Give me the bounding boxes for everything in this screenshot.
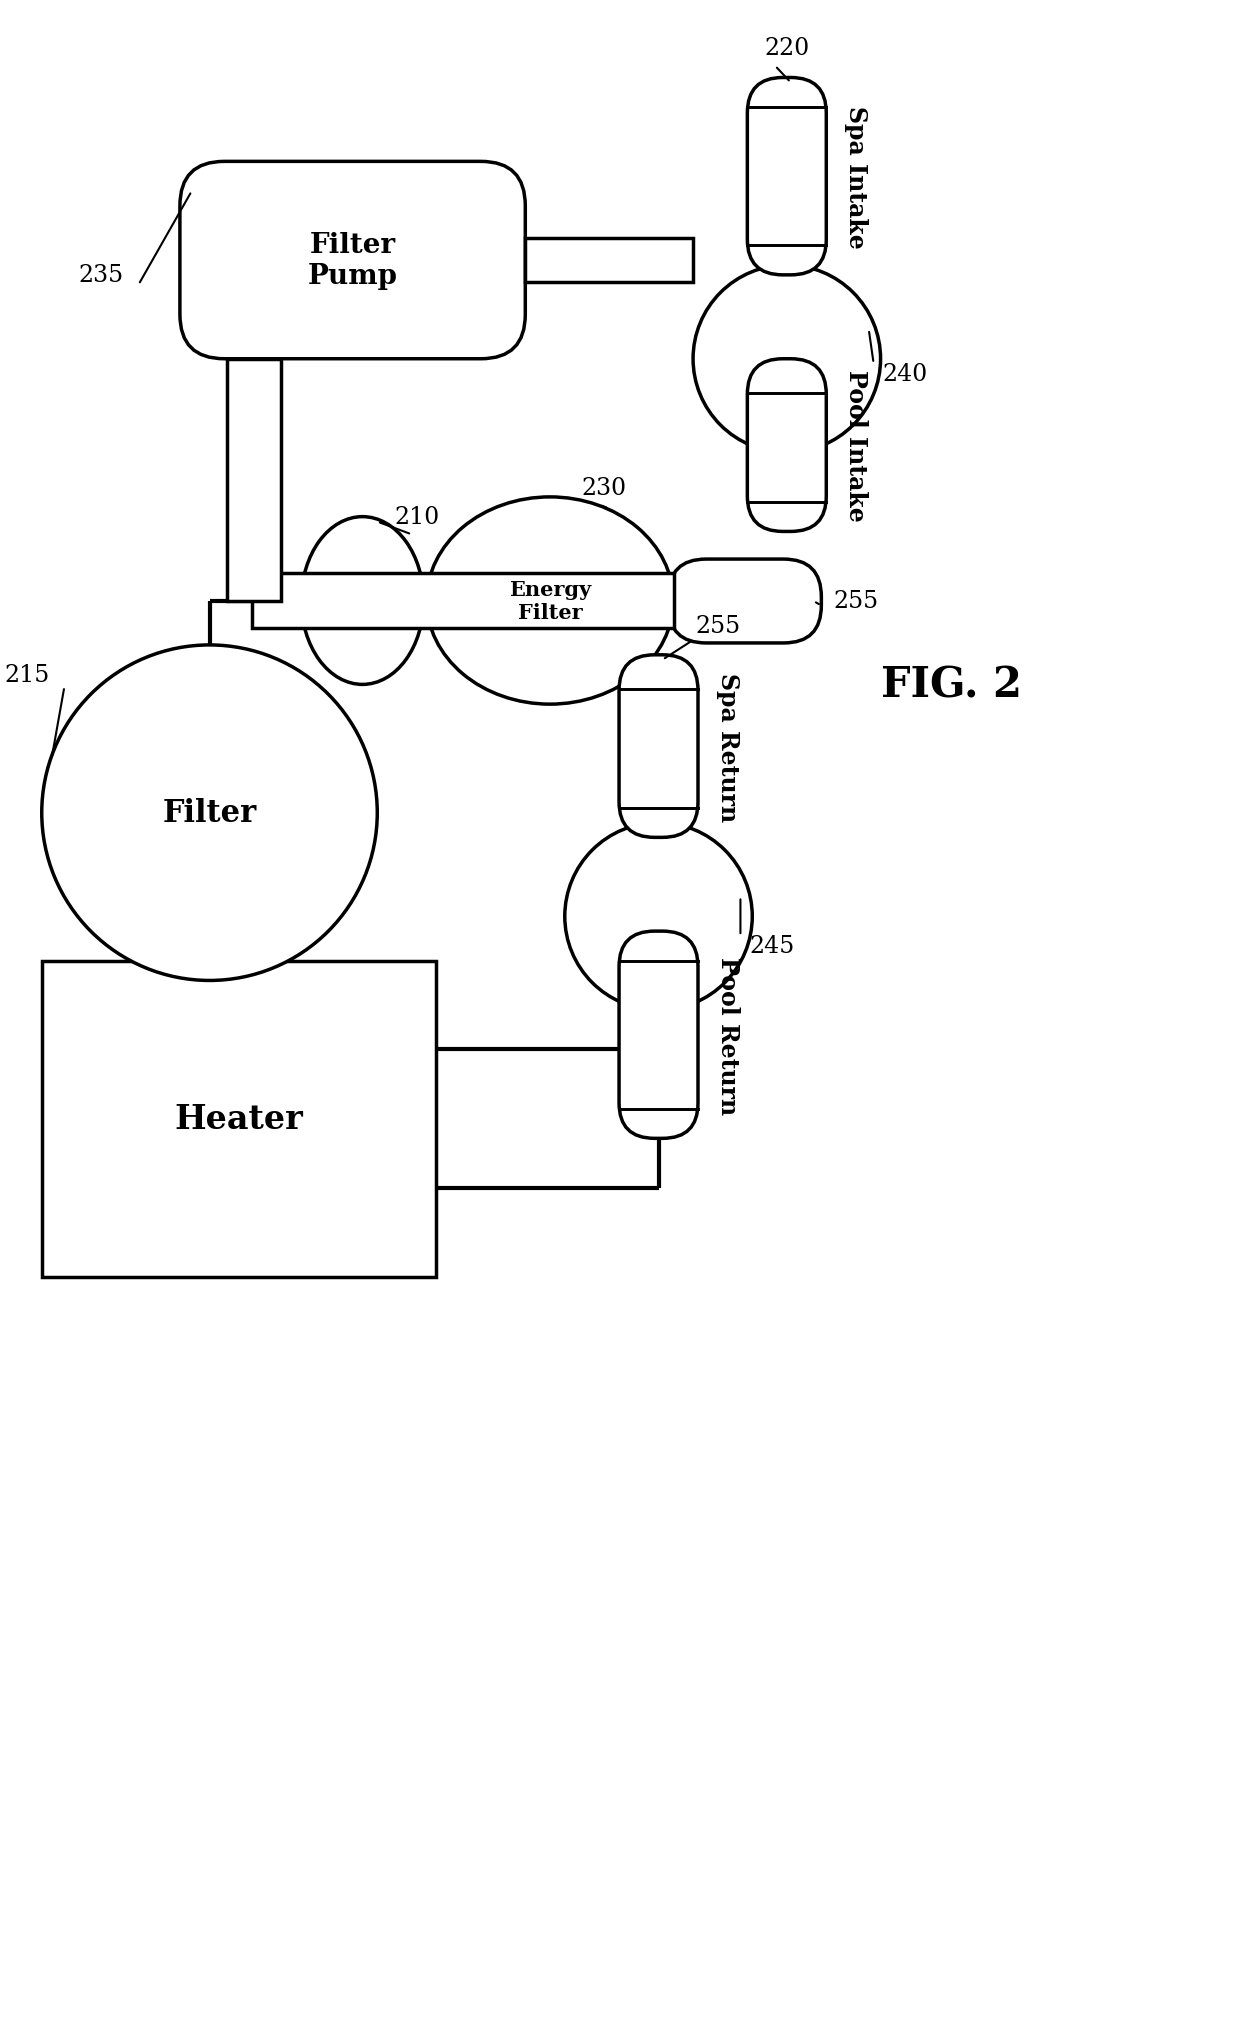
Text: Filter: Filter xyxy=(162,798,257,828)
Text: 240: 240 xyxy=(883,363,928,386)
FancyBboxPatch shape xyxy=(180,162,526,359)
FancyBboxPatch shape xyxy=(619,656,698,838)
Text: Heater: Heater xyxy=(175,1102,304,1135)
Text: FIG. 2: FIG. 2 xyxy=(880,664,1022,706)
Ellipse shape xyxy=(427,497,673,704)
Text: 230: 230 xyxy=(582,477,626,499)
Circle shape xyxy=(564,822,753,1011)
Text: Pool Intake: Pool Intake xyxy=(844,369,868,522)
Bar xyxy=(526,240,693,282)
Bar xyxy=(253,574,675,629)
FancyBboxPatch shape xyxy=(668,560,821,644)
Text: 215: 215 xyxy=(4,664,50,686)
FancyBboxPatch shape xyxy=(619,932,698,1139)
Text: Filter
Pump: Filter Pump xyxy=(308,231,398,290)
Text: 245: 245 xyxy=(749,936,795,958)
Text: 235: 235 xyxy=(78,264,124,286)
FancyBboxPatch shape xyxy=(748,79,826,276)
Ellipse shape xyxy=(301,518,424,684)
Text: 220: 220 xyxy=(764,37,810,61)
Circle shape xyxy=(693,266,880,453)
FancyBboxPatch shape xyxy=(748,359,826,532)
Bar xyxy=(42,962,436,1277)
Text: Spa Return: Spa Return xyxy=(715,672,740,822)
Text: 255: 255 xyxy=(833,591,878,613)
Text: 210: 210 xyxy=(394,505,439,530)
Text: Pool Return: Pool Return xyxy=(715,956,740,1114)
Circle shape xyxy=(42,646,377,980)
Bar xyxy=(227,359,281,601)
Text: 255: 255 xyxy=(696,615,740,637)
Text: Energy
Filter: Energy Filter xyxy=(508,581,591,623)
Text: Spa Intake: Spa Intake xyxy=(844,106,868,248)
